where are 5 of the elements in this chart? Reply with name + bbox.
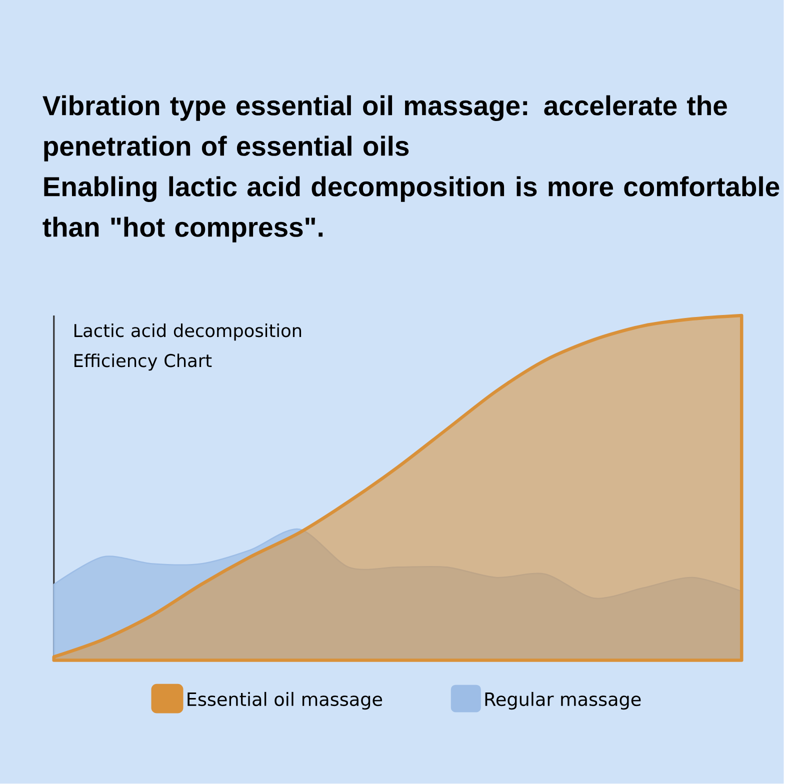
- chart-title: Vibration type essential oil massage: accelerate the penetration of essential oils: [42, 95, 727, 162]
- legend-label: Regular massage: [485, 692, 641, 710]
- chart-subtitle: Enabling lactic acid decomposition is more comfortable than "hot compress".: [42, 176, 780, 242]
- y-axis-title: Lactic acid decomposition Efficiency Chart: [74, 324, 302, 371]
- legend-label: Essential oil massage: [188, 692, 382, 710]
